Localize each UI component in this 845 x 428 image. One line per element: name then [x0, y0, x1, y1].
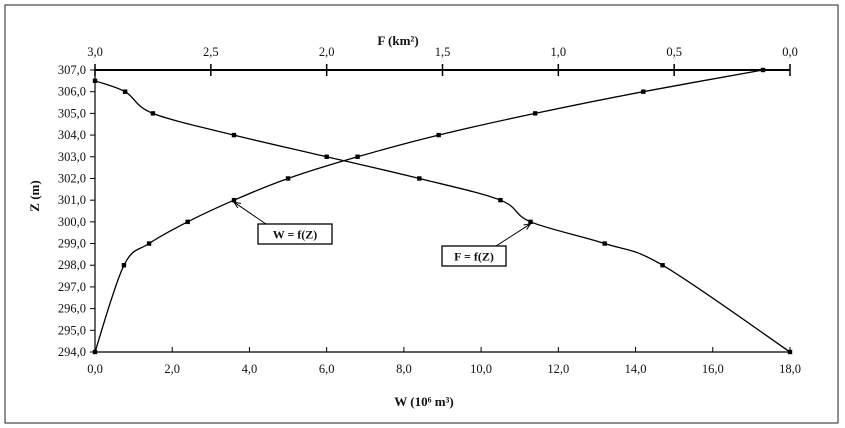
- series-1-line: [94, 69, 764, 353]
- x-top-tick-label: 3,0: [87, 45, 103, 59]
- series-1-point: [532, 111, 538, 116]
- annotation-arrowhead: [523, 223, 532, 230]
- series-2-point: [660, 263, 665, 268]
- y-tick-label: 305,0: [58, 106, 86, 120]
- y-tick-label: 302,0: [58, 171, 86, 185]
- series-2-point: [417, 176, 422, 181]
- y-tick-label: 299,0: [58, 237, 86, 251]
- series-1-point: [185, 219, 190, 225]
- y-tick-label: 303,0: [58, 150, 86, 164]
- x-bottom-tick-label: 6,0: [319, 362, 335, 376]
- x-top-tick-label: 0,0: [782, 45, 798, 59]
- annotation-box: [441, 245, 507, 267]
- y-tick-label: 294,0: [58, 345, 86, 359]
- x-bottom-tick-label: 10,0: [470, 362, 492, 376]
- series-2-point: [528, 219, 533, 225]
- series-2-point: [498, 197, 503, 203]
- series-2-point: [150, 111, 156, 116]
- annotation-arrow: [233, 201, 267, 225]
- x-bottom-tick-label: 4,0: [242, 362, 258, 376]
- x-bottom-tick-label: 12,0: [547, 362, 569, 376]
- x-bottom-tick-label: 14,0: [625, 362, 647, 376]
- series-1-point: [760, 67, 766, 73]
- series-1-point: [231, 197, 237, 203]
- y-tick-label: 306,0: [58, 85, 86, 99]
- y-tick-label: 298,0: [58, 258, 86, 272]
- ticks: 294,0 295,0 296,0 297,0 298,0 299,0 300,0 301,0…: [58, 45, 801, 376]
- annotation-box: [257, 223, 333, 245]
- x-axis-top-title: F (km²): [377, 33, 418, 48]
- series: [92, 67, 793, 355]
- x-axis-bottom-title: W (10⁶ m³): [394, 394, 454, 409]
- x-top-tick-label: 2,0: [319, 45, 335, 59]
- y-tick-label: 297,0: [58, 280, 86, 294]
- x-top-tick-label: 0,5: [666, 45, 682, 59]
- y-tick-label: 295,0: [58, 323, 86, 337]
- series-1-point: [355, 154, 360, 159]
- y-tick-label: 296,0: [58, 302, 86, 316]
- series-1-point: [436, 132, 441, 138]
- x-bottom-tick-label: 18,0: [779, 362, 801, 376]
- x-bottom-tick-label: 16,0: [702, 362, 724, 376]
- series-2-point: [231, 132, 237, 138]
- y-tick-label: 304,0: [58, 128, 86, 142]
- series-2-point: [602, 241, 607, 246]
- y-axis-title: Z (m): [27, 180, 42, 211]
- x-bottom-tick-label: 8,0: [396, 362, 412, 376]
- figure-frame: [4, 4, 839, 424]
- annotation-1: W = f(Z): [232, 201, 333, 245]
- y-tick-label: 300,0: [58, 215, 86, 229]
- y-tick-label: 301,0: [58, 193, 86, 207]
- x-top-tick-label: 1,5: [435, 45, 451, 59]
- series-1-point: [92, 349, 98, 355]
- annotation-label: W = f(Z): [273, 228, 318, 242]
- annotation-label: F = f(Z): [454, 250, 494, 264]
- x-top-tick-label: 1,0: [551, 45, 567, 59]
- annotation-arrow: [495, 223, 531, 247]
- series-1-point: [121, 263, 127, 268]
- annotations: W = f(Z) F = f(Z): [232, 201, 532, 267]
- series-2-point: [92, 78, 98, 84]
- series-2-point: [787, 349, 793, 355]
- y-tick-label: 307,0: [58, 63, 86, 77]
- x-bottom-tick-label: 2,0: [164, 362, 180, 376]
- series-1-point: [146, 241, 152, 246]
- series-2-point: [324, 154, 329, 159]
- x-top-tick-label: 2,5: [203, 45, 219, 59]
- annotation-2: F = f(Z): [441, 223, 532, 267]
- series-1-point: [285, 176, 291, 181]
- x-bottom-tick-label: 0,0: [87, 362, 103, 376]
- series-2-point: [122, 89, 128, 94]
- annotation-arrowhead: [232, 201, 241, 209]
- series-1-point: [641, 89, 646, 94]
